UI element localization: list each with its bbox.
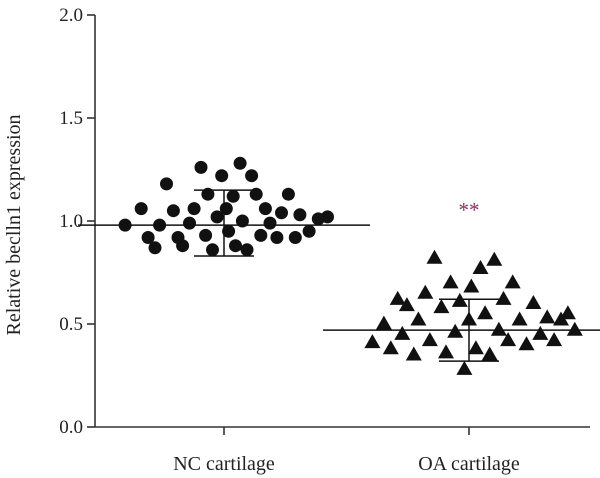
data-point-circle bbox=[240, 243, 254, 257]
data-point-circle bbox=[215, 169, 229, 183]
data-point-circle bbox=[166, 204, 180, 218]
data-point-circle bbox=[229, 239, 242, 253]
data-point-circle bbox=[245, 169, 259, 183]
y-axis-ticks: 0.0 0.5 1.0 1.5 2.0 bbox=[59, 5, 95, 438]
data-point-circle bbox=[141, 231, 155, 244]
data-point-triangle bbox=[559, 305, 576, 320]
x-category-label-nc: NC cartilage bbox=[173, 453, 275, 475]
data-point-triangle bbox=[364, 334, 381, 349]
y-tick-label: 2.0 bbox=[59, 5, 83, 26]
data-point-circle bbox=[281, 187, 295, 201]
data-point-triangle bbox=[495, 290, 512, 305]
data-point-triangle bbox=[472, 260, 489, 274]
data-point-circle bbox=[183, 216, 196, 230]
data-points bbox=[118, 156, 583, 375]
data-point-triangle bbox=[389, 290, 406, 305]
data-point-triangle bbox=[566, 321, 583, 336]
data-point-triangle bbox=[546, 332, 563, 347]
data-point-triangle bbox=[417, 284, 434, 299]
data-point-circle bbox=[226, 189, 240, 203]
data-point-triangle bbox=[442, 274, 459, 289]
y-tick-label: 1.0 bbox=[59, 211, 83, 232]
data-point-circle bbox=[254, 228, 268, 242]
data-point-triangle bbox=[382, 340, 399, 355]
data-point-circle bbox=[321, 210, 334, 224]
data-point-circle bbox=[275, 206, 288, 220]
data-point-triangle bbox=[504, 274, 521, 289]
data-point-triangle bbox=[456, 360, 473, 375]
data-point-triangle bbox=[410, 311, 427, 326]
data-point-circle bbox=[210, 210, 224, 224]
data-point-triangle bbox=[486, 251, 503, 266]
data-point-triangle bbox=[500, 332, 517, 347]
data-point-triangle bbox=[463, 278, 480, 293]
data-point-triangle bbox=[398, 297, 415, 312]
data-point-circle bbox=[201, 187, 215, 201]
data-point-circle bbox=[235, 214, 249, 228]
data-point-circle bbox=[270, 231, 284, 244]
data-point-triangle bbox=[532, 325, 549, 340]
data-point-circle bbox=[134, 202, 148, 216]
data-point-triangle bbox=[477, 305, 494, 320]
data-point-triangle bbox=[405, 346, 422, 361]
y-tick-label: 0.5 bbox=[59, 314, 83, 335]
data-point-triangle bbox=[539, 309, 556, 324]
mean-sd-bars bbox=[78, 189, 600, 362]
data-point-triangle bbox=[467, 340, 484, 355]
data-point-triangle bbox=[421, 332, 438, 347]
data-point-circle bbox=[233, 156, 247, 170]
data-point-circle bbox=[249, 187, 263, 201]
data-point-circle bbox=[263, 216, 277, 230]
significance-label: ** bbox=[459, 198, 480, 222]
data-point-circle bbox=[288, 231, 302, 244]
data-point-circle bbox=[176, 239, 190, 253]
data-point-triangle bbox=[525, 295, 542, 309]
data-point-circle bbox=[293, 208, 307, 222]
y-axis-title: Relative beclln1 expression bbox=[3, 114, 25, 335]
data-point-triangle bbox=[433, 299, 450, 314]
data-point-circle bbox=[258, 202, 272, 216]
data-point-triangle bbox=[426, 249, 443, 264]
data-point-circle bbox=[199, 228, 213, 242]
data-point-circle bbox=[206, 243, 219, 257]
data-point-triangle bbox=[375, 315, 392, 330]
data-point-circle bbox=[222, 224, 236, 238]
data-point-circle bbox=[219, 202, 233, 216]
data-point-circle bbox=[187, 202, 201, 216]
annotations: ** bbox=[459, 198, 480, 222]
data-point-circle bbox=[302, 224, 316, 238]
data-point-triangle bbox=[490, 321, 507, 336]
data-point-triangle bbox=[438, 344, 454, 359]
y-tick-label: 0.0 bbox=[59, 417, 83, 438]
data-point-triangle bbox=[394, 325, 411, 340]
data-point-triangle bbox=[518, 336, 535, 351]
data-point-triangle bbox=[481, 346, 498, 361]
data-point-circle bbox=[194, 160, 208, 174]
x-category-label-oa: OA cartilage bbox=[418, 453, 520, 475]
data-point-triangle bbox=[511, 311, 528, 326]
y-tick-label: 1.5 bbox=[59, 108, 83, 129]
data-point-circle bbox=[160, 177, 173, 191]
axis-labels: Relative beclln1 expression NC cartilage… bbox=[3, 114, 520, 475]
data-point-circle bbox=[148, 241, 162, 255]
